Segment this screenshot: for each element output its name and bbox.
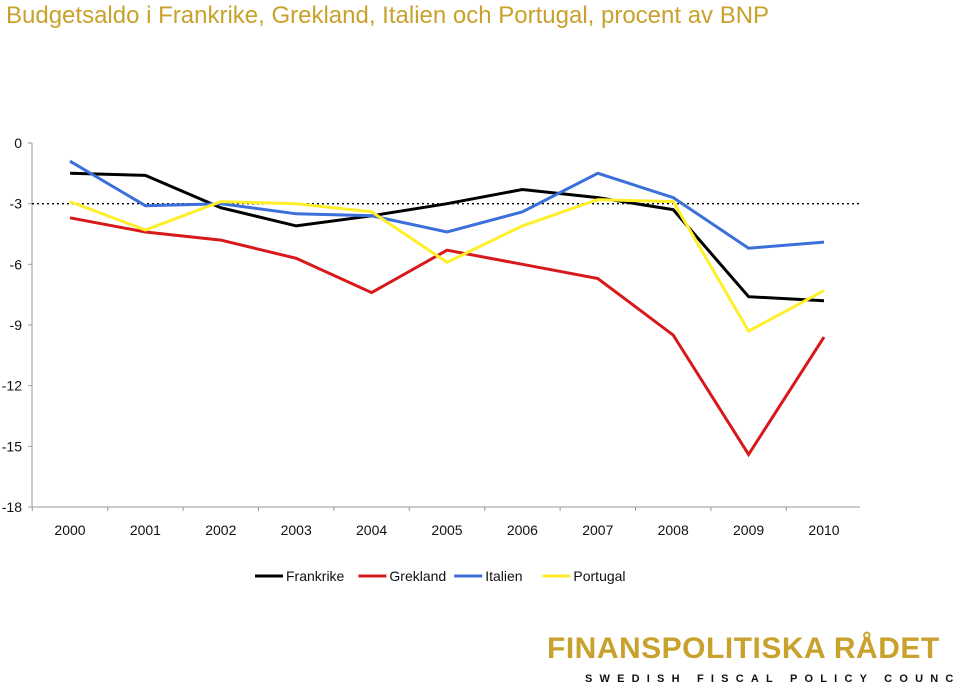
- y-tick-label: -6: [10, 256, 23, 272]
- y-tick-label: -3: [10, 196, 23, 212]
- x-tick-label: 2004: [356, 522, 387, 538]
- y-tick-label: -18: [2, 499, 22, 515]
- x-tick-label: 2001: [130, 522, 161, 538]
- y-tick-label: -12: [2, 378, 22, 394]
- series-lines: [69, 159, 826, 458]
- y-tick-label: -9: [10, 317, 23, 333]
- logo-name: FINANSPOLITISKA RÅDET: [547, 632, 940, 665]
- series-line-frankrike: [69, 171, 825, 303]
- legend-label-frankrike: Frankrike: [286, 568, 345, 584]
- x-tick-label: 2007: [582, 522, 613, 538]
- x-tick-label: 2003: [281, 522, 312, 538]
- x-tick-label: 2005: [431, 522, 462, 538]
- chart-legend: Frankrike Grekland Italien Portugal: [255, 568, 626, 584]
- line-chart: 0 -3 -6 -9 -12 -15 -18 2000 2001 2002 2003 2004 2005…: [2, 135, 860, 584]
- chart-axes: 0 -3 -6 -9 -12 -15 -18 2000 2001 2002 2003 2004 2005…: [2, 135, 860, 538]
- chart-title: Budgetsaldo i Frankrike, Grekland, Itali…: [6, 2, 770, 29]
- series-line-grekland: [69, 216, 826, 458]
- legend-label-portugal: Portugal: [573, 568, 625, 584]
- series-line-italien: [69, 159, 825, 250]
- x-tick-label: 2008: [658, 522, 689, 538]
- x-tick-label: 2006: [507, 522, 538, 538]
- legend-label-grekland: Grekland: [389, 568, 446, 584]
- logo-subtitle: SWEDISH FISCAL POLICY COUNCIL: [585, 673, 960, 685]
- x-tick-label: 2010: [808, 522, 839, 538]
- series-line-portugal: [69, 198, 825, 334]
- x-tick-label: 2009: [733, 522, 764, 538]
- y-tick-label: 0: [14, 135, 22, 151]
- x-tick-label: 2000: [54, 522, 85, 538]
- y-tick-label: -15: [2, 438, 22, 454]
- legend-label-italien: Italien: [485, 568, 522, 584]
- x-tick-label: 2002: [205, 522, 236, 538]
